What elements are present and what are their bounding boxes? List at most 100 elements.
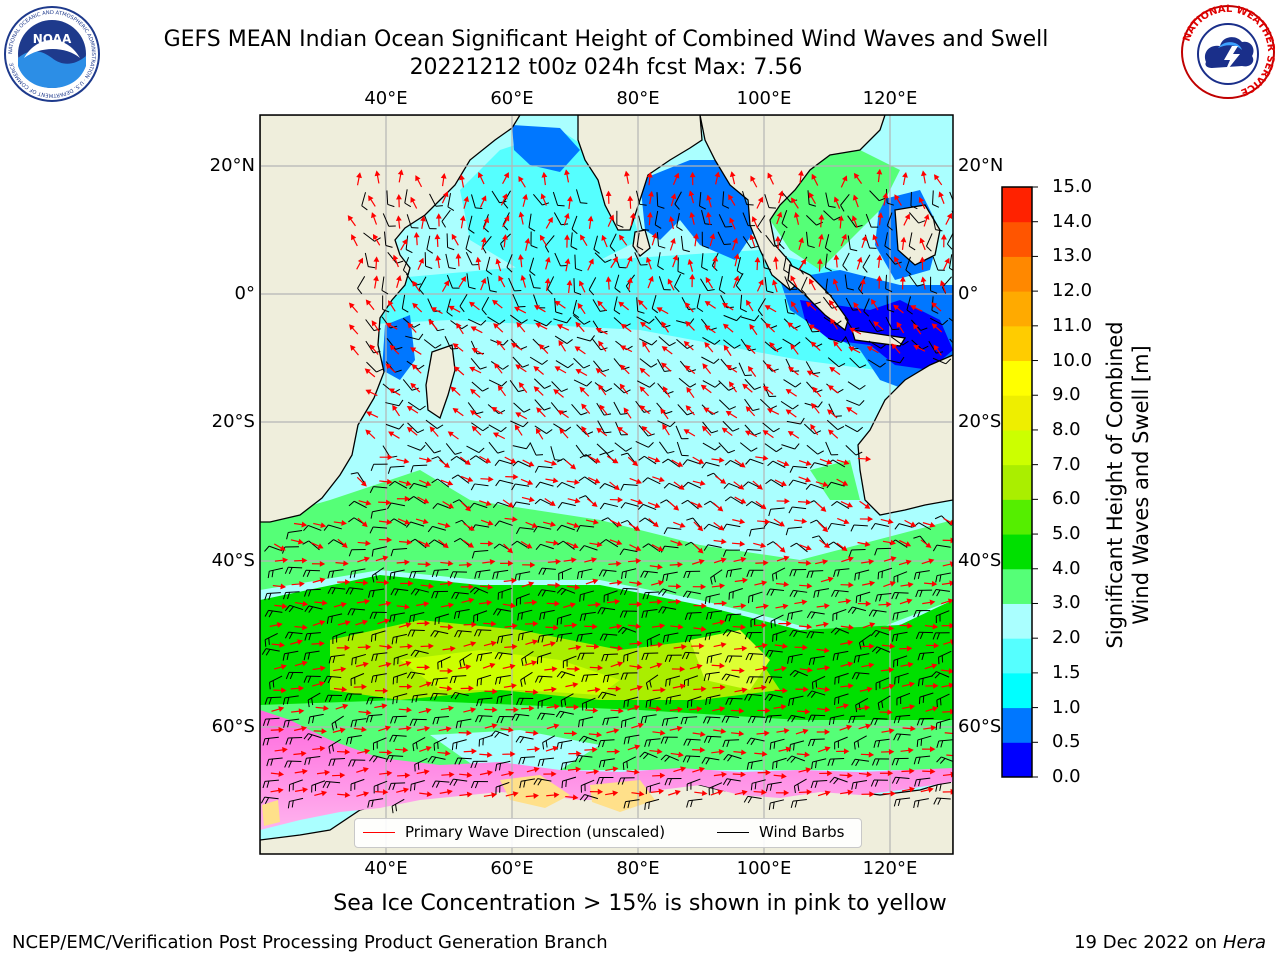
wind-barb (537, 525, 552, 530)
wind-barb-flag (791, 715, 796, 723)
wind-barb (687, 634, 702, 637)
wind-barb-flag (405, 249, 413, 254)
wind-barb (937, 781, 952, 786)
wind-barb (540, 712, 555, 716)
wave-arrow-head (533, 366, 540, 372)
wind-barb (429, 193, 437, 207)
wind-barb (762, 253, 765, 268)
wave-arrow-head (480, 277, 487, 284)
wind-barb-flag (751, 716, 756, 724)
wave-arrow-head (655, 705, 662, 712)
wave-arrow-head (823, 542, 830, 549)
wave-arrow-head (787, 430, 794, 437)
wave-arrow-head (762, 385, 769, 392)
wind-barb (373, 526, 388, 529)
wave-arrow-head (592, 707, 599, 714)
wind-barb (368, 714, 383, 717)
wind-barb (329, 569, 344, 572)
wave-arrow-head (508, 770, 515, 777)
wave-arrow-head (618, 707, 624, 714)
wind-barb-flag (493, 543, 500, 549)
wave-arrow-head (513, 706, 519, 713)
wave-arrow-head (865, 723, 872, 730)
wave-arrow-head (364, 598, 370, 605)
wind-barb (466, 273, 470, 288)
wind-barb (584, 476, 597, 485)
wave-arrow-head (790, 343, 796, 350)
wind-barb (635, 190, 641, 205)
wave-arrow-head (553, 792, 560, 798)
wave-arrow-head (705, 276, 711, 284)
wind-barb (510, 420, 524, 428)
wind-barb-flag (896, 612, 899, 620)
wind-barb (664, 632, 679, 637)
wind-barb (884, 232, 888, 247)
wind-barb (407, 444, 421, 451)
wind-barb-flag (722, 549, 727, 557)
wind-barb-flag (447, 206, 455, 212)
wind-barb-flag (407, 496, 415, 501)
wind-barb-flag (810, 612, 816, 619)
wind-barb-flag (639, 751, 645, 758)
wave-arrow-head (388, 388, 395, 394)
wave-arrow-head (742, 577, 748, 584)
wind-barb-flag (349, 736, 353, 744)
wind-barb-flag (642, 477, 649, 483)
wind-barb-flag (660, 754, 667, 761)
wind-barb (827, 357, 840, 368)
colorbar-tick-label: 4.0 (1052, 557, 1081, 579)
wave-arrow-head (594, 687, 601, 693)
wave-arrow-head (373, 275, 379, 282)
wind-barb (603, 653, 618, 656)
wind-barb-flag (286, 532, 289, 540)
wind-barb-flag (858, 642, 862, 650)
wave-arrow-head (531, 660, 538, 666)
wave-arrow-head (781, 773, 787, 779)
wind-barb-flag (524, 656, 527, 664)
wave-arrow-head (683, 340, 690, 347)
wind-barb (614, 442, 627, 452)
wave-arrow-head (485, 457, 492, 463)
wind-barb-flag (302, 540, 309, 545)
wind-barb-flag (447, 246, 455, 251)
wind-barb (683, 716, 698, 719)
wind-barb (836, 501, 850, 510)
wind-barb-flag (696, 307, 704, 313)
wind-barb-flag (918, 220, 926, 224)
wave-arrow-head (693, 233, 699, 239)
wind-barb (834, 650, 849, 655)
wind-barb (558, 567, 572, 574)
wind-barb-flag (684, 717, 688, 725)
wave-arrow-head (557, 410, 564, 416)
wind-barb-flag (262, 781, 266, 789)
wave-arrow-head (573, 704, 580, 711)
wave-arrow-head (842, 480, 849, 486)
wind-barb-flag (660, 545, 666, 553)
wind-barb-flag (870, 523, 876, 530)
wind-barb (541, 589, 556, 593)
wave-arrow-head (890, 556, 897, 562)
wind-barb (918, 522, 932, 531)
wind-barb-flag (289, 737, 293, 745)
wave-arrow-head (387, 454, 393, 461)
legend-label-wind-barbs: Wind Barbs (759, 823, 845, 841)
wind-barb-flag (749, 653, 754, 661)
wind-barb-flag (932, 589, 937, 596)
wind-barb (942, 276, 952, 288)
wind-barb (757, 298, 766, 311)
wind-barb (371, 630, 386, 636)
wave-arrow-head (510, 602, 516, 609)
wind-barb-flag (479, 366, 487, 370)
wind-barb-flag (392, 783, 396, 790)
wind-barb-flag (555, 710, 561, 718)
wind-barb (470, 194, 476, 209)
wave-arrow-head (847, 772, 853, 779)
wind-barb (623, 483, 638, 486)
wind-barb-flag (284, 567, 289, 574)
wind-barb-flag (872, 610, 878, 617)
wind-barb-flag (547, 288, 553, 295)
wave-arrow-head (701, 425, 708, 432)
wind-barb (533, 378, 545, 389)
wind-barb-flag (517, 613, 520, 621)
wave-arrow-head (864, 503, 871, 509)
